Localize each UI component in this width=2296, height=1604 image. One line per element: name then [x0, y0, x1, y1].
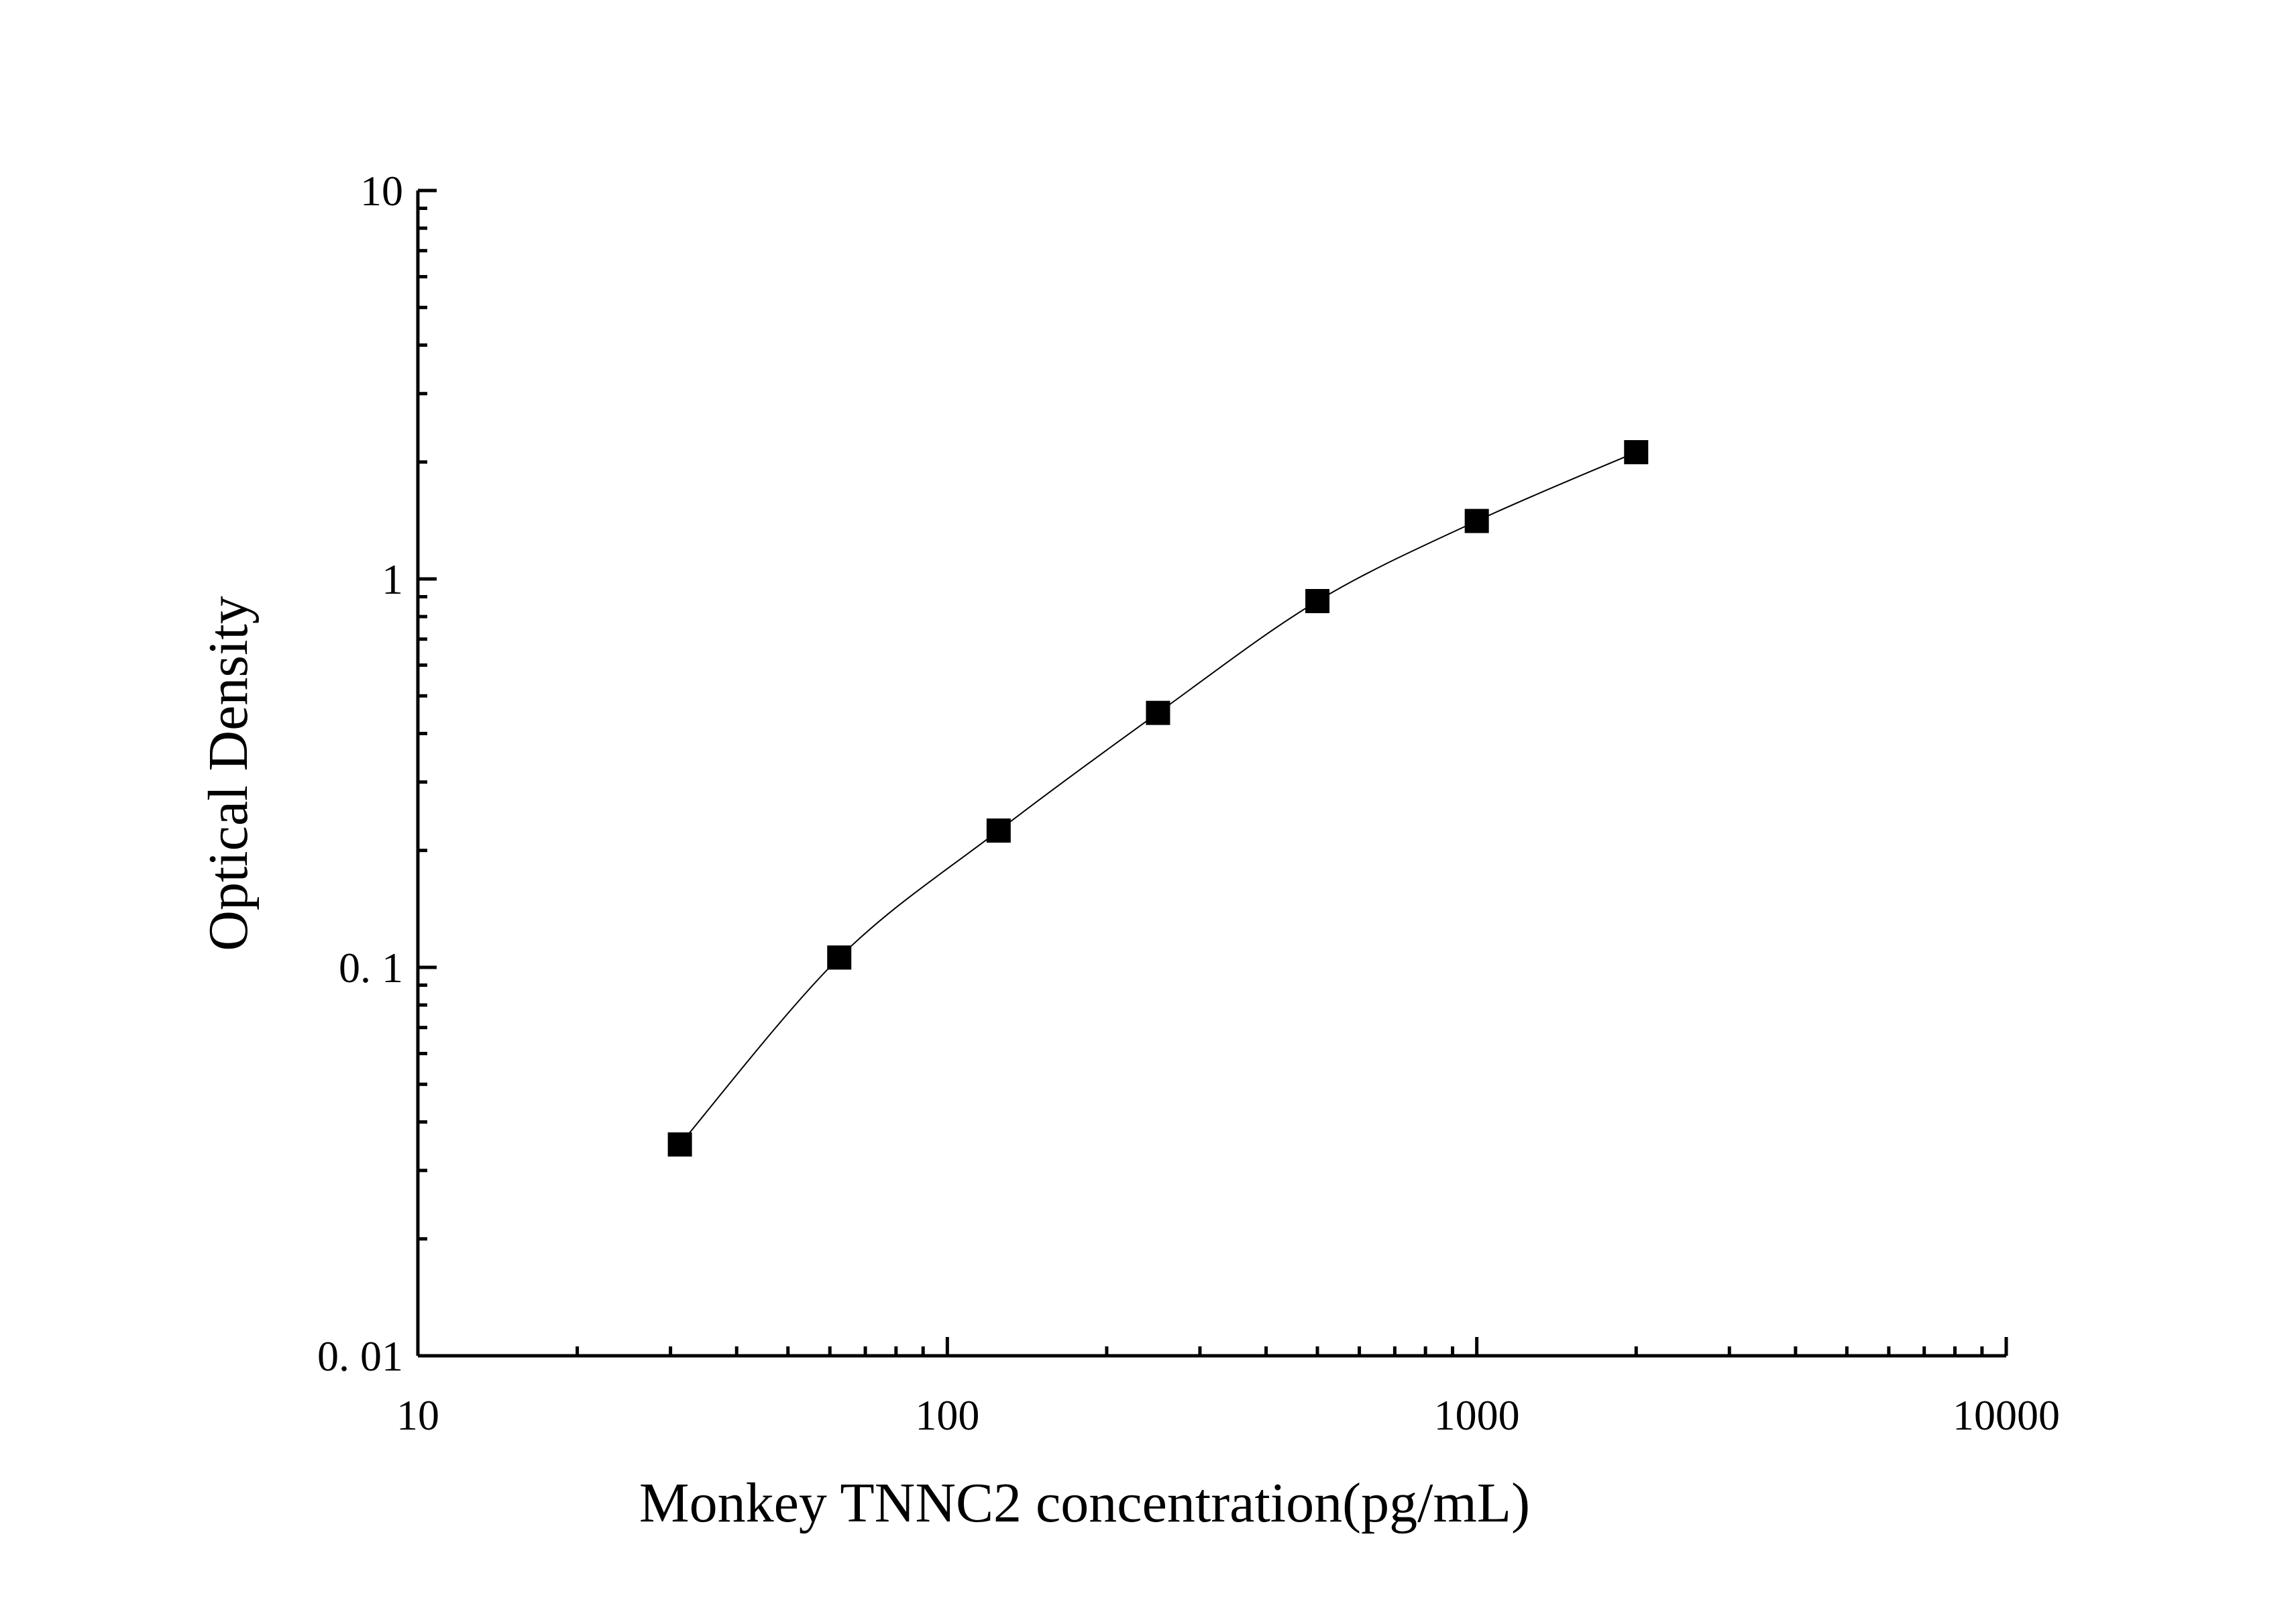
data-point — [1146, 700, 1170, 725]
x-tick-label: 100 — [915, 1391, 979, 1439]
data-point — [1624, 440, 1649, 465]
y-tick-label: 0. 1 — [339, 944, 403, 992]
data-point — [827, 945, 852, 970]
fit-curve — [679, 451, 1637, 1145]
y-tick-label: 0. 01 — [317, 1332, 403, 1380]
data-point — [986, 818, 1011, 843]
data-point — [667, 1132, 692, 1157]
x-tick-label: 10 — [396, 1391, 439, 1439]
y-axis-title: Optical Density — [197, 596, 260, 951]
x-tick-label: 10000 — [1953, 1391, 2060, 1439]
y-tick-label: 10 — [360, 167, 403, 215]
data-point — [1305, 589, 1330, 614]
x-axis-title: Monkey TNNC2 concentration(pg/mL) — [639, 1472, 1530, 1534]
y-tick-label: 1 — [382, 555, 403, 603]
data-point — [1464, 509, 1489, 533]
x-tick-label: 1000 — [1434, 1391, 1520, 1439]
